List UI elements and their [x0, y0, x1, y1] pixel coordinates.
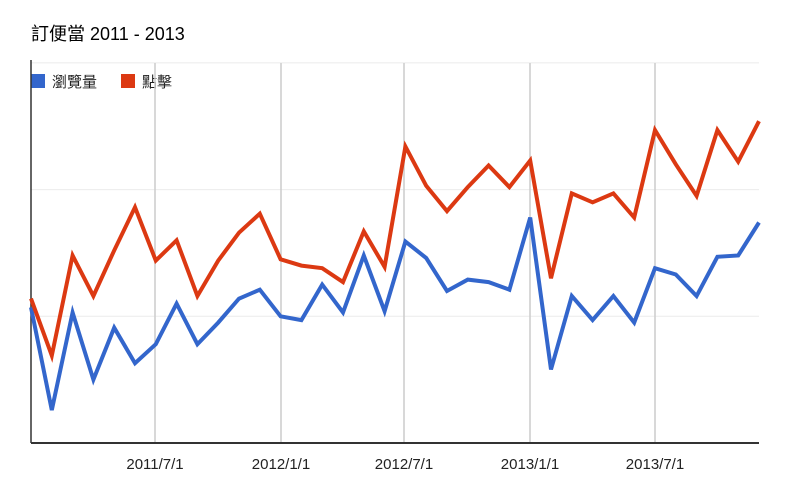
vertical-gridlines: [154, 63, 656, 443]
legend-item-clicks[interactable]: 點擊: [121, 71, 172, 92]
x-tick-label: 2013/1/1: [500, 456, 560, 473]
x-tick-label: 2011/7/1: [126, 456, 184, 473]
legend: 瀏覽量 點擊: [31, 71, 196, 91]
x-tick-label: 2012/7/1: [374, 456, 434, 473]
legend-label-clicks: 點擊: [142, 73, 173, 91]
legend-swatch-clicks-icon: [121, 74, 136, 88]
legend-swatch-pageviews-icon: [31, 74, 45, 88]
series-line-pageviews[interactable]: [29, 216, 761, 411]
legend-item-pageviews[interactable]: 瀏覽量: [31, 71, 97, 92]
x-tick-label: 2012/1/1: [251, 456, 311, 473]
legend-label-pageviews: 瀏覽量: [52, 73, 98, 91]
series-line-clicks[interactable]: [29, 120, 761, 363]
chart-title: 訂便當 2011 - 2013: [31, 24, 185, 44]
x-tick-label: 2013/7/1: [625, 456, 685, 473]
